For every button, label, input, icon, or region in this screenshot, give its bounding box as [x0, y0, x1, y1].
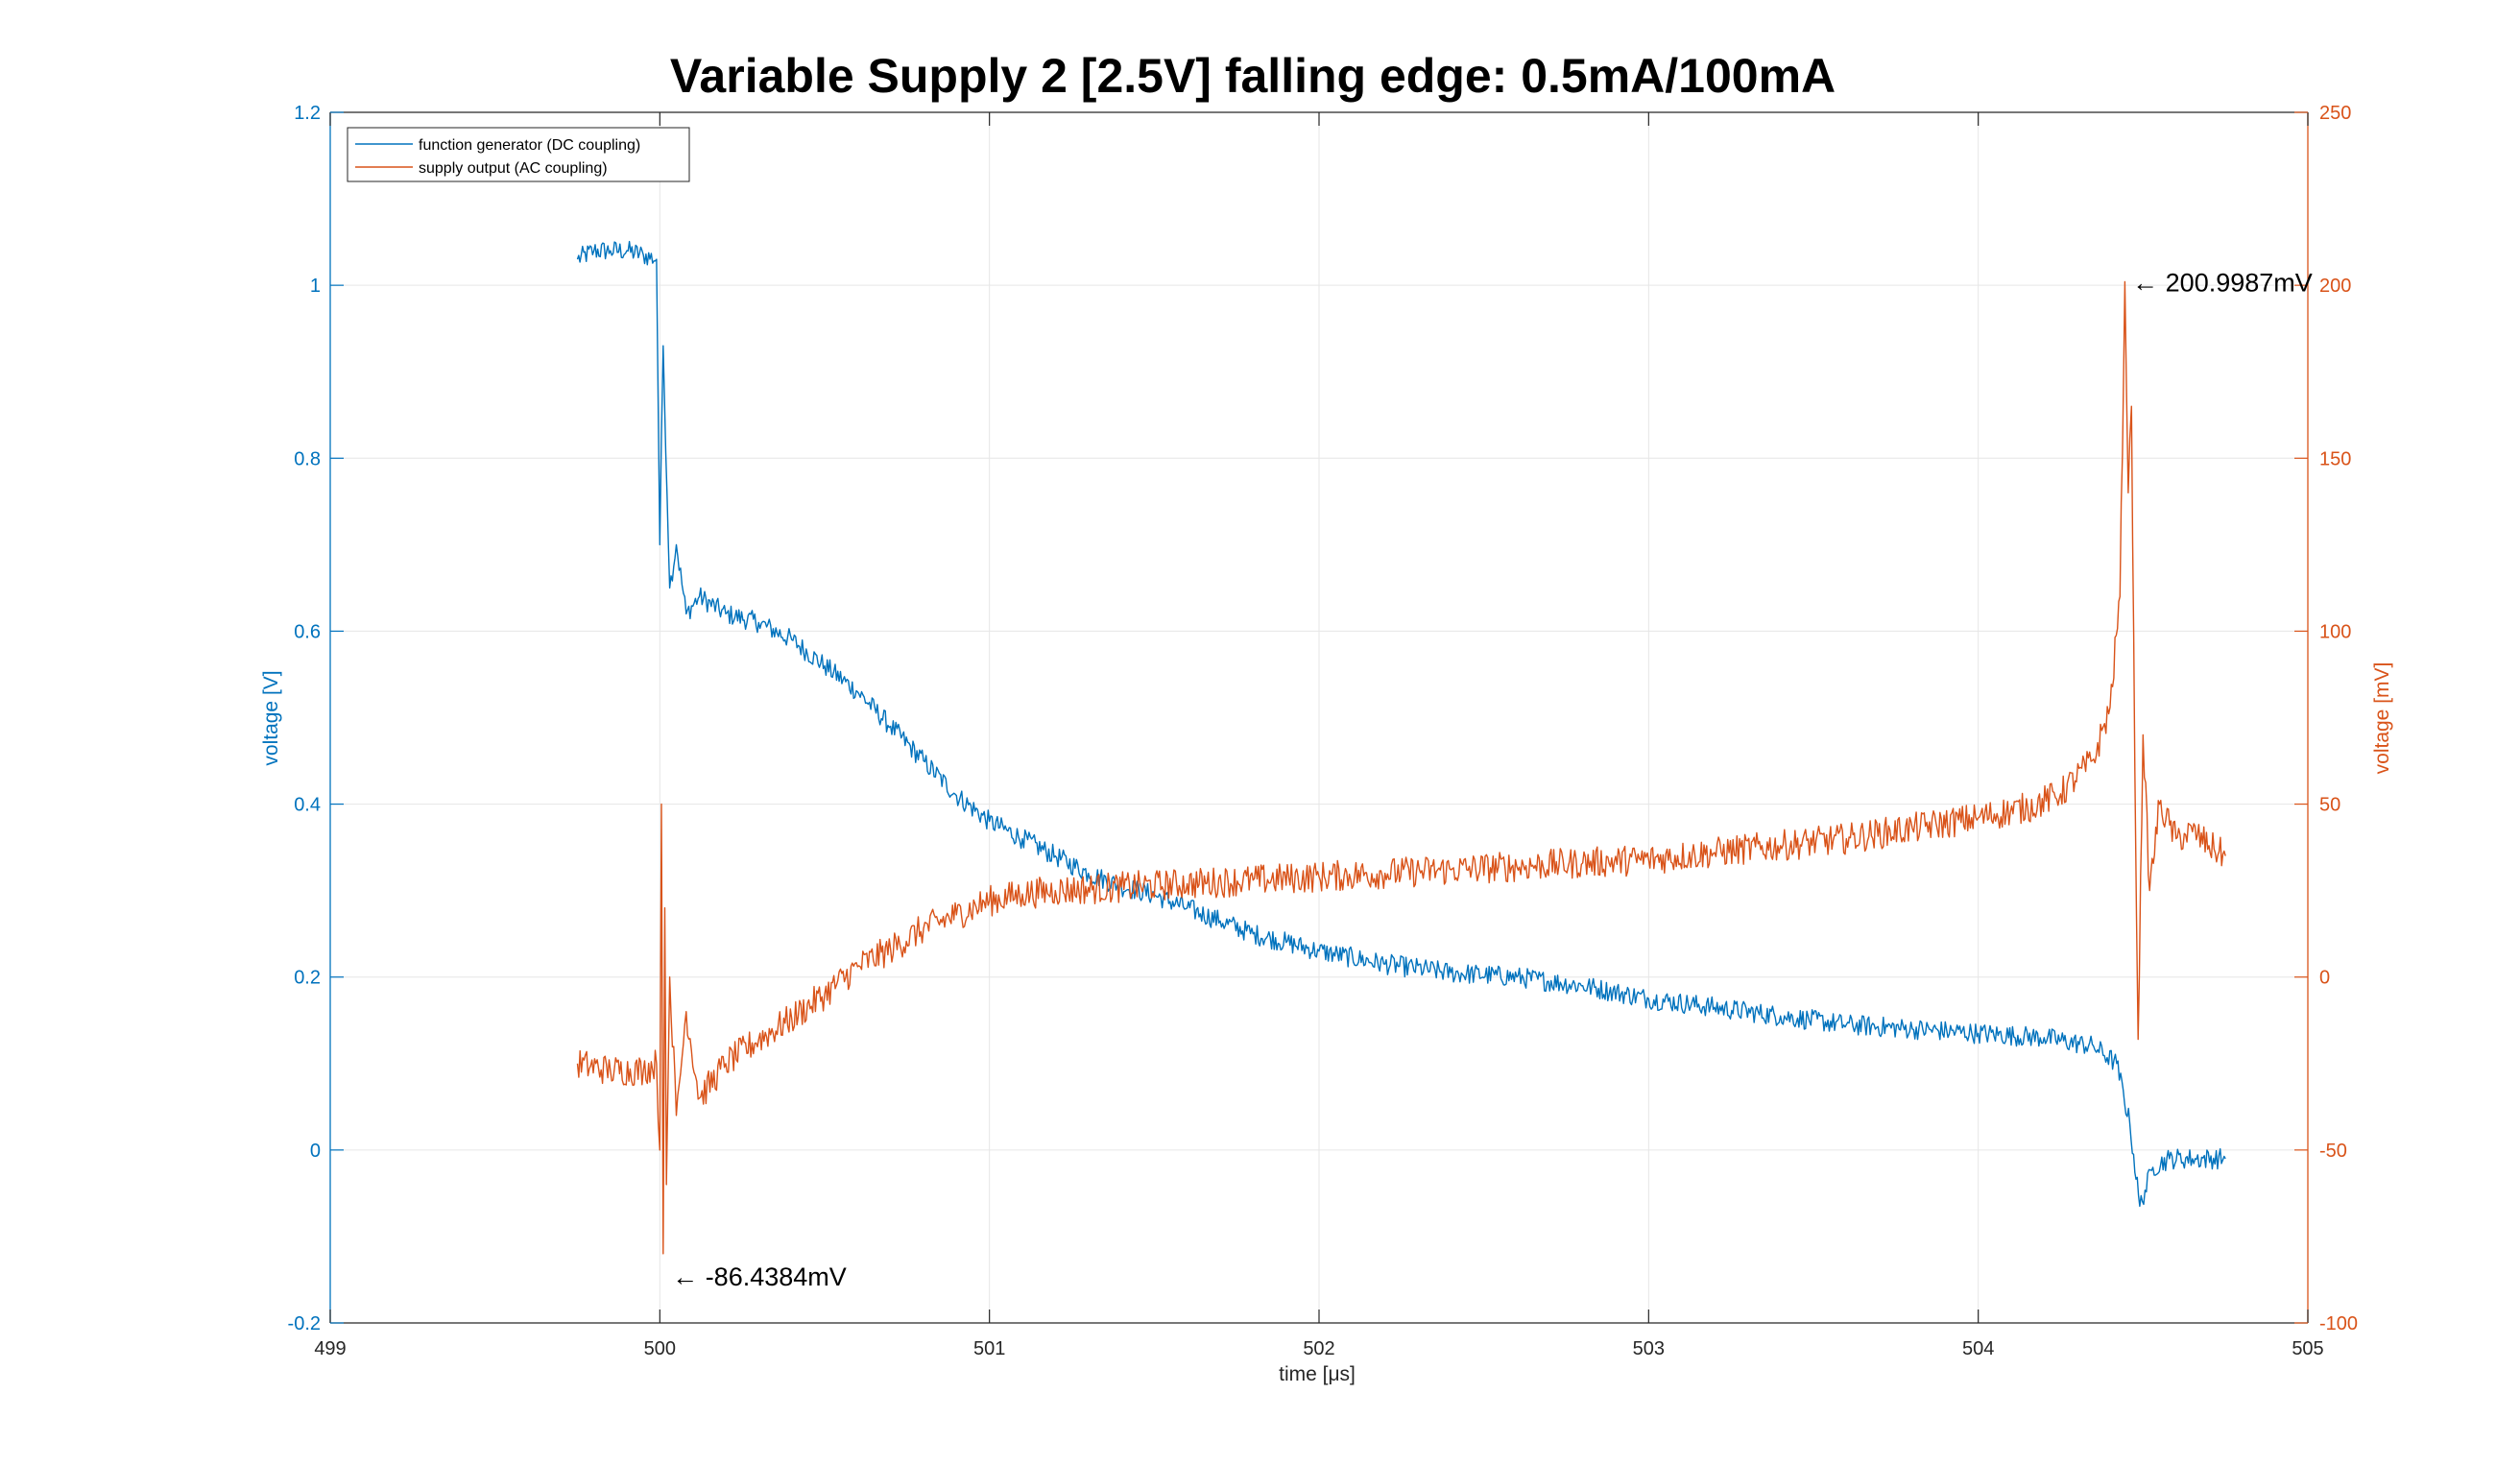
axes — [329, 111, 2309, 1324]
y-right-tick-label: 200 — [2319, 276, 2351, 297]
y-right-tick-label: 0 — [2319, 968, 2330, 989]
y-left-tick-label: 1.2 — [294, 103, 321, 124]
y-right-tick-label: 100 — [2319, 621, 2351, 642]
y-left-tick-label: 1 — [310, 276, 321, 297]
annotations: ← -86.4384mV ← 200.9987mV — [672, 269, 2313, 1292]
y-left-tick-label: 0.2 — [294, 968, 321, 989]
x-tick-label: 503 — [1633, 1338, 1665, 1359]
x-tick-label: 501 — [973, 1338, 1005, 1359]
y-right-tick-label: -50 — [2319, 1141, 2347, 1162]
y-axis-right-label: voltage [mV] — [2371, 662, 2393, 775]
tick-labels: 499 500 501 502 503 504 505-0.200.20.40.60.811… — [288, 103, 2359, 1359]
legend: function generator (DC coupling) supply … — [347, 127, 690, 182]
y-right-tick-label: 250 — [2319, 103, 2351, 124]
x-axis-label: time [μs] — [1279, 1363, 1356, 1385]
y-right-tick-label: -100 — [2319, 1313, 2358, 1334]
y-left-tick-label: -0.2 — [288, 1313, 321, 1334]
x-tick-label: 502 — [1303, 1338, 1334, 1359]
legend-entry-fg: function generator (DC coupling) — [419, 137, 640, 154]
annotation-1: ← 200.9987mV — [2132, 269, 2313, 298]
y-left-tick-label: 0 — [310, 1141, 321, 1162]
legend-entry-supply: supply output (AC coupling) — [419, 160, 608, 177]
grid — [329, 111, 2309, 1324]
x-tick-label: 500 — [644, 1338, 676, 1359]
y-left-tick-label: 0.6 — [294, 621, 321, 642]
series-layer — [576, 240, 2226, 1255]
y-left-tick-label: 0.4 — [294, 795, 321, 816]
annotation-0: ← -86.4384mV — [672, 1262, 847, 1291]
y-right-tick-label: 150 — [2319, 448, 2351, 469]
y-axis-left-label: voltage [V] — [260, 670, 282, 765]
y-left-tick-label: 0.8 — [294, 448, 321, 469]
y-right-tick-label: 50 — [2319, 795, 2340, 816]
x-tick-label: 505 — [2292, 1338, 2323, 1359]
legend-box — [347, 127, 690, 182]
series-line-1 — [576, 280, 2226, 1255]
x-tick-label: 504 — [1962, 1338, 1994, 1359]
chart-title: Variable Supply 2 [2.5V] falling edge: 0… — [670, 49, 1836, 103]
x-tick-label: 499 — [314, 1338, 346, 1359]
series-line-0 — [576, 240, 2226, 1208]
